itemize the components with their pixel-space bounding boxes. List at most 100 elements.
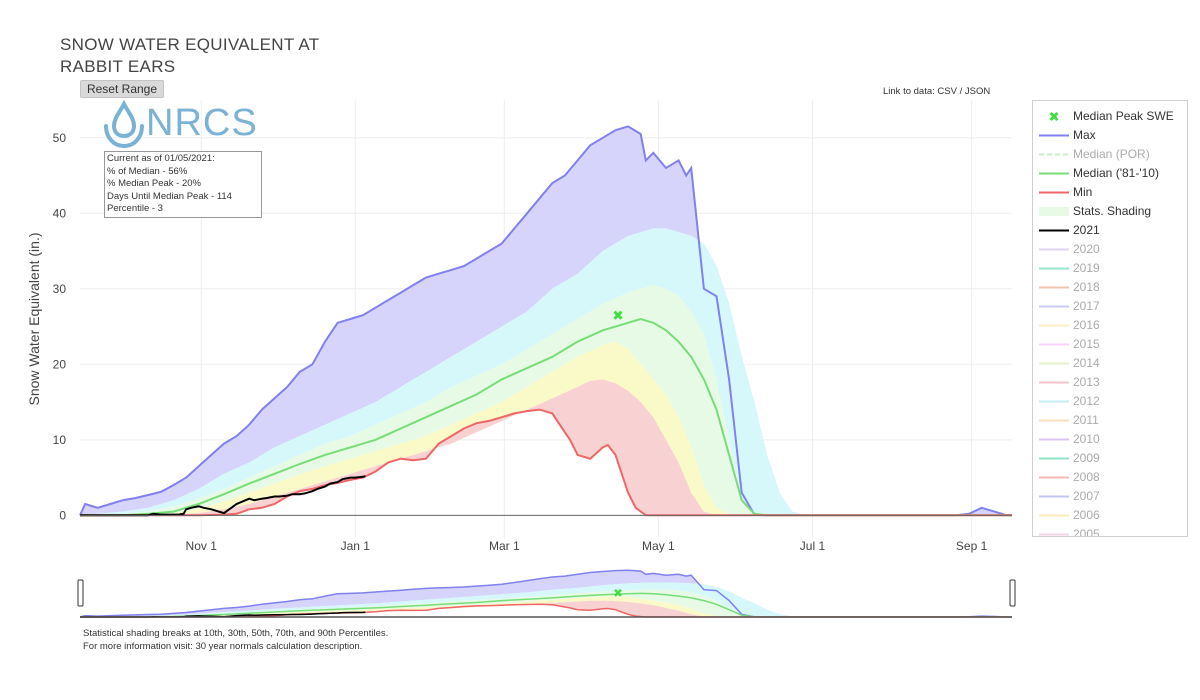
legend-item[interactable]: 2015: [1033, 335, 1187, 354]
y-axis-label: Snow Water Equivalent (in.): [26, 233, 42, 406]
footnote-shading: Statistical shading breaks at 10th, 30th…: [83, 628, 389, 639]
nrcs-logo-text: NRCS: [146, 102, 258, 144]
legend-label: 2012: [1073, 394, 1100, 408]
json-link[interactable]: JSON: [964, 86, 991, 97]
legend-swatch: [1039, 457, 1069, 460]
legend-item[interactable]: 2008: [1033, 468, 1187, 487]
legend-label: 2006: [1073, 508, 1100, 522]
link-separator: /: [959, 86, 963, 97]
legend-item[interactable]: Stats. Shading: [1033, 202, 1187, 221]
legend-item[interactable]: 2010: [1033, 430, 1187, 449]
y-tick-label: 10: [53, 433, 67, 447]
csv-link[interactable]: CSV: [937, 86, 957, 97]
y-tick-label: 30: [53, 282, 67, 296]
band-90th-to-70th: [80, 228, 1012, 516]
legend-marker: [1049, 111, 1059, 122]
legend-label: 2021: [1073, 223, 1100, 237]
legend-label: Median Peak SWE: [1073, 109, 1174, 123]
legend-label: Median (POR): [1073, 147, 1150, 161]
legend-fill: [1039, 207, 1069, 216]
x-tick-label: Nov 1: [186, 539, 218, 553]
info-pct-median: % of Median - 56%: [107, 165, 188, 177]
legend-swatch: [1039, 476, 1069, 479]
legend-swatch: [1039, 495, 1069, 498]
legend-label: 2016: [1073, 318, 1100, 332]
nav-min-line: [80, 603, 1012, 618]
legend-swatch: [1039, 533, 1069, 536]
legend-swatch: [1039, 153, 1069, 156]
legend-swatch: [1039, 305, 1069, 308]
median-peak-marker: [613, 310, 623, 320]
info-date: Current as of 01/05/2021:: [107, 153, 215, 164]
legend-item[interactable]: 2005: [1033, 525, 1187, 537]
legend-swatch: [1039, 248, 1069, 251]
legend-swatch: [1039, 438, 1069, 441]
legend-item[interactable]: 2019: [1033, 259, 1187, 278]
legend-item[interactable]: Median ('81-'10): [1033, 164, 1187, 183]
x-tick-label: Sep 1: [956, 539, 988, 553]
x-tick-label: Jul 1: [800, 539, 826, 553]
band-30th-to-min: [80, 379, 1012, 516]
legend-item[interactable]: 2018: [1033, 278, 1187, 297]
water-drop-icon: [104, 100, 144, 149]
legend-swatch: [1039, 324, 1069, 327]
footnote-more-info: For more information visit: 30 year norm…: [83, 641, 363, 652]
legend-item[interactable]: 2014: [1033, 354, 1187, 373]
range-handle-right[interactable]: [1009, 579, 1016, 607]
legend-label: 2018: [1073, 280, 1100, 294]
legend-item[interactable]: 2007: [1033, 487, 1187, 506]
legend-label: 2019: [1073, 261, 1100, 275]
legend-item[interactable]: 2013: [1033, 373, 1187, 392]
info-percentile: Percentile - 3: [107, 203, 163, 215]
y-tick-label: 0: [59, 508, 66, 522]
x-tick-label: Mar 1: [489, 539, 520, 553]
legend-label: 2017: [1073, 299, 1100, 313]
legend-swatch: [1039, 381, 1069, 384]
legend-item[interactable]: 2009: [1033, 449, 1187, 468]
nav-median-peak-marker: [614, 589, 622, 597]
legend-item[interactable]: Median (POR): [1033, 145, 1187, 164]
legend-label: 2009: [1073, 451, 1100, 465]
footnote: Statistical shading breaks at 10th, 30th…: [83, 627, 388, 653]
x-tick-label: Jan 1: [341, 539, 371, 553]
legend-swatch: [1039, 514, 1069, 517]
legend-item[interactable]: 2016: [1033, 316, 1187, 335]
nav-band-90: [80, 582, 1012, 617]
legend-item[interactable]: 2017: [1033, 297, 1187, 316]
info-pct-median-peak: % Median Peak - 20%: [107, 178, 201, 190]
legend-swatch: [1039, 172, 1069, 175]
legend-item[interactable]: 2012: [1033, 392, 1187, 411]
legend-label: 2008: [1073, 470, 1100, 484]
legend-item[interactable]: 2021: [1033, 221, 1187, 240]
reset-range-button[interactable]: Reset Range: [80, 80, 164, 98]
nav-band-max: [80, 570, 1012, 617]
range-handle-left[interactable]: [77, 579, 84, 607]
legend-swatch: [1039, 207, 1069, 216]
legend-swatch: [1039, 267, 1069, 270]
legend-label: 2011: [1073, 413, 1099, 427]
legend-swatch: [1039, 191, 1069, 194]
nav-median-line: [80, 592, 1012, 618]
legend-swatch: [1039, 362, 1069, 365]
current-2021-line: [80, 475, 366, 517]
y-tick-label: 20: [53, 357, 67, 371]
nav-band-50: [80, 596, 1012, 617]
legend-item[interactable]: 2011: [1033, 411, 1187, 430]
legend-item[interactable]: Min: [1033, 183, 1187, 202]
data-link: Link to data: CSV / JSON: [883, 86, 990, 97]
band-50th-to-30th: [80, 341, 1012, 516]
legend-item[interactable]: 2020: [1033, 240, 1187, 259]
legend-label: 2015: [1073, 337, 1100, 351]
legend-item[interactable]: Max: [1033, 126, 1187, 145]
nrcs-logo: NRCS: [102, 100, 262, 150]
legend-swatch: [1039, 419, 1069, 422]
legend-item[interactable]: Median Peak SWE: [1033, 107, 1187, 126]
chart-legend: Median Peak SWE Max Median (POR) Median ('8…: [1032, 100, 1188, 537]
legend-label: 2007: [1073, 489, 1100, 503]
legend-item[interactable]: 2006: [1033, 506, 1187, 525]
legend-label: 2005: [1073, 527, 1100, 537]
legend-swatch: [1039, 229, 1069, 232]
legend-label: 2010: [1073, 432, 1100, 446]
legend-swatch: [1039, 286, 1069, 289]
